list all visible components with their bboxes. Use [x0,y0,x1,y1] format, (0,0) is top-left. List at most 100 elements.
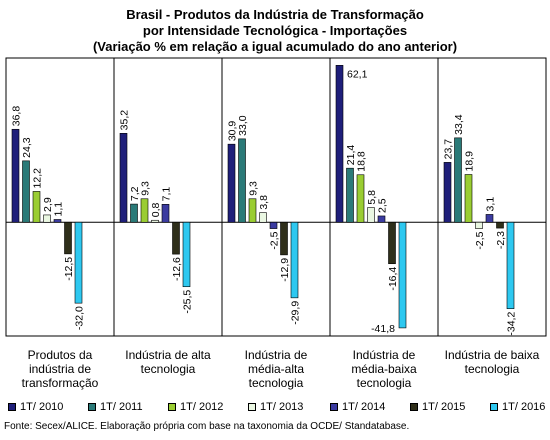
data-label: 18,8 [356,151,368,172]
legend-item: 1T/ 2014 [330,401,385,413]
category-label: Indústria de média-baixa tecnologia [330,348,438,390]
data-label: 33,4 [453,114,465,135]
legend-label: 1T/ 2012 [180,401,224,413]
data-label: 35,2 [119,110,131,131]
legend-label: 1T/ 2015 [422,401,466,413]
bar-12013-cat-0 [43,214,51,223]
bar-12015-cat-4 [496,221,504,229]
category-label-line: tecnologia [140,362,196,376]
data-label: 7,1 [161,187,173,202]
data-label: 2,5 [377,198,389,213]
bar-12011-cat-0 [22,160,30,223]
data-label: 36,8 [11,106,23,127]
bar-12016-cat-1 [182,221,191,288]
chart-title-line-2: por Intensidade Tecnológica - Importaçõe… [142,23,408,38]
legend-label: 1T/ 2016 [502,401,546,413]
category-label-line: média-alta [247,362,305,376]
bar-12014-cat-2 [269,221,278,229]
category-label-line: Indústria de baixa [444,348,540,362]
data-label: 62,1 [347,68,368,80]
bar-12010-cat-2 [227,143,236,223]
data-label: 3,8 [258,195,270,210]
bar-12015-cat-2 [280,221,288,256]
legend-swatch [88,403,96,411]
data-label: 2,9 [42,197,54,212]
category-label: Produtos da indústria de transformação [6,348,114,390]
data-label: -41,8 [371,323,395,335]
legend-item: 1T/ 2010 [8,401,63,413]
bar-12013-cat-3 [367,207,375,223]
legend-label: 1T/ 2013 [260,401,304,413]
legend-label: 1T/ 2010 [20,401,64,413]
category-label-line: Indústria de [352,348,416,362]
data-label: -25,5 [182,290,194,314]
source-note: Fonte: Secex/ALICE. Elaboração própria c… [4,421,410,432]
legend: 1T/ 2010 1T/ 2011 1T/ 2012 1T/ 2013 1T/ 2014… [8,401,548,417]
bar-12012-cat-0 [32,191,41,223]
category-label-line: transformação [21,376,99,390]
bar-12015-cat-1 [172,221,180,255]
data-label: -2,3 [495,231,507,249]
bar-12014-cat-1 [161,204,170,223]
bar-12016-cat-4 [506,221,515,310]
data-label: 30,9 [227,121,239,142]
legend-label: 1T/ 2011 [100,401,143,413]
category-label-line: Indústria de [244,348,308,362]
bar-12015-cat-0 [64,221,72,255]
bar-12016-cat-0 [74,221,83,304]
bar-12010-cat-1 [119,133,128,223]
bar-12011-cat-1 [130,203,138,223]
data-label: -16,4 [387,267,399,291]
bar-12013-cat-2 [259,212,267,223]
legend-item: 1T/ 2012 [168,401,223,413]
data-label: 9,3 [248,181,260,196]
data-label: 24,3 [21,137,33,158]
category-label-line: tecnologia [248,376,304,390]
bar-12013-cat-4 [475,221,483,229]
data-label: 7,2 [129,186,141,201]
bar-12012-cat-1 [140,198,149,223]
chart-title-line-1: Brasil - Produtos da Indústria de Transf… [126,7,424,22]
category-label-line: média-baixa [351,362,417,376]
data-label: 23,7 [443,139,455,160]
bar-12014-cat-3 [377,215,386,223]
bar-12011-cat-4 [454,137,462,223]
category-label: Indústria de alta tecnologia [114,348,222,376]
bar-12010-cat-4 [443,162,452,223]
bar-12012-cat-2 [248,198,257,223]
legend-label: 1T/ 2014 [342,401,386,413]
bar-12011-cat-3 [346,167,354,223]
bar-12013-cat-1 [151,219,159,223]
plot-area-border [5,57,547,337]
data-label: -12,5 [63,257,75,281]
category-label-line: indústria de [28,362,92,376]
legend-swatch [330,403,338,411]
legend-item: 1T/ 2015 [410,401,465,413]
bar-12011-cat-2 [238,138,246,223]
data-label: 33,0 [237,115,249,136]
bar-12012-cat-3 [356,174,365,223]
data-label: 9,3 [140,181,152,196]
legend-swatch [168,403,176,411]
data-label: 0,8 [150,202,162,217]
data-label: 5,8 [366,190,378,205]
legend-swatch [248,403,256,411]
data-label: -2,5 [269,231,281,249]
bar-12010-cat-3 [335,65,344,223]
data-label: -34,2 [506,312,518,336]
bar-12015-cat-3 [388,221,396,265]
category-label-line: tecnologia [356,376,412,390]
legend-item: 1T/ 2011 [88,401,143,413]
bar-12010-cat-0 [11,128,20,223]
bar-chart: 36,8 35,2 30,9 62,1 23,7 24,3 7,2 33,0 21,4 33,4 1… [5,57,547,337]
data-label: 21,4 [345,145,357,166]
category-label: Indústria de média-alta tecnologia [222,348,330,390]
legend-swatch [8,403,16,411]
category-label: Indústria de baixa tecnologia [438,348,546,376]
category-label-line: tecnologia [464,362,520,376]
legend-item: 1T/ 2016 [490,401,545,413]
bar-12014-cat-0 [53,219,62,223]
data-label: 18,9 [464,151,476,172]
bar-12016-cat-3 [398,221,407,329]
category-label-line: Indústria de alta [125,348,211,362]
